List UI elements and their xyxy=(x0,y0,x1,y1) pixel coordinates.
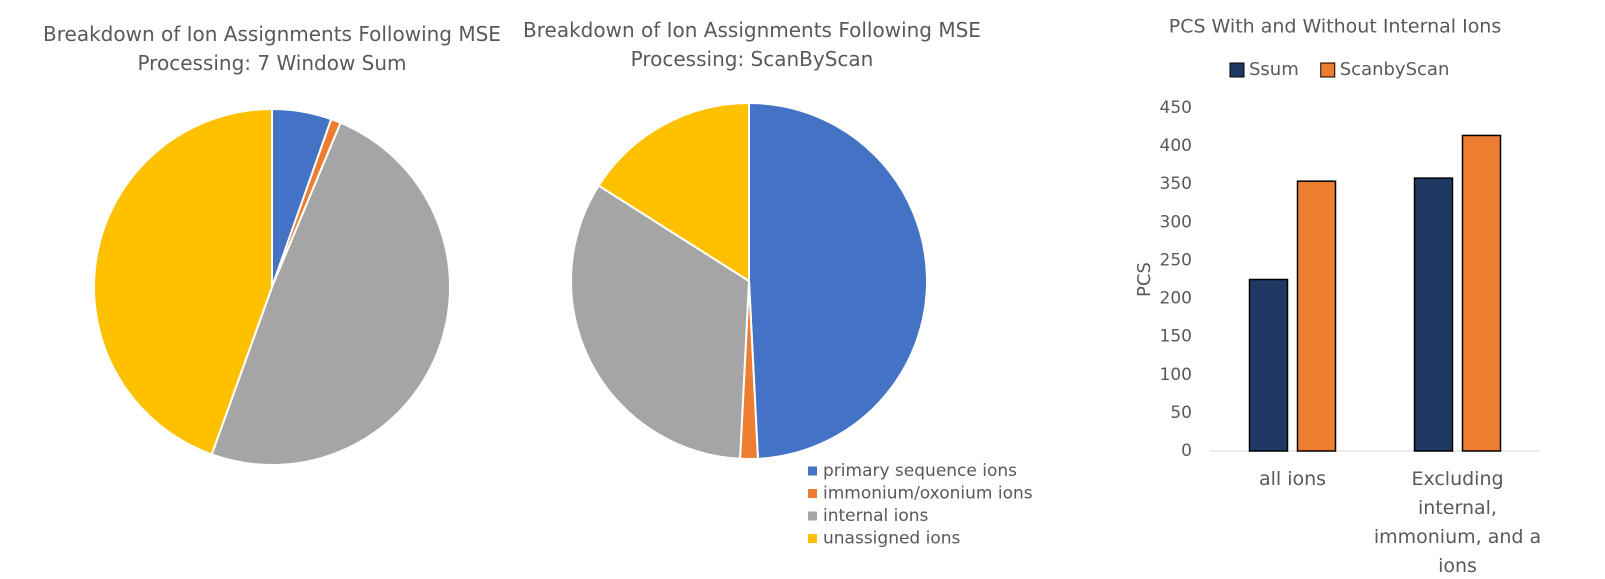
bar xyxy=(1413,177,1454,452)
chart-title: PCS With and Without Internal Ions xyxy=(1169,16,1502,38)
pie-slice xyxy=(597,101,750,283)
bar xyxy=(1296,180,1337,452)
x-tick-label-box: Excluding internal, immonium, and a ions xyxy=(1373,468,1542,577)
legend-label: immonium/oxonium ions xyxy=(823,484,1033,504)
pie-slice xyxy=(210,121,452,466)
chart-title: Breakdown of Ion Assignments Following M… xyxy=(43,22,501,75)
legend-swatch xyxy=(808,511,817,521)
legend-swatch xyxy=(808,534,817,543)
pie-slice xyxy=(93,107,273,456)
legend-label: Ssum xyxy=(1249,59,1299,80)
bar xyxy=(1461,134,1502,452)
y-tick-label: 0 xyxy=(1181,441,1192,461)
x-tick-label: Excluding internal, immonium, and a ions xyxy=(1373,468,1542,577)
chart-title-box: Breakdown of Ion Assignments Following M… xyxy=(43,22,501,75)
x-tick-label-box: all ions xyxy=(1258,468,1327,490)
chart-title-box: Breakdown of Ion Assignments Following M… xyxy=(523,18,981,71)
legend-label: primary sequence ions xyxy=(823,461,1017,481)
legend-swatch xyxy=(808,489,817,498)
chart-title: Breakdown of Ion Assignments Following M… xyxy=(523,18,981,71)
y-tick-label: 250 xyxy=(1160,250,1192,270)
legend-label: ScanbyScan xyxy=(1340,59,1450,80)
bar xyxy=(1248,278,1289,452)
y-tick-label: 150 xyxy=(1160,327,1192,347)
y-tick-label: 300 xyxy=(1160,212,1192,232)
y-tick-label: 50 xyxy=(1170,403,1192,423)
y-tick-label: 200 xyxy=(1160,289,1192,309)
y-tick-label: 100 xyxy=(1160,365,1192,385)
x-tick-label: all ions xyxy=(1258,468,1327,490)
legend-label: internal ions xyxy=(823,506,929,526)
y-tick-label: 400 xyxy=(1160,136,1192,156)
y-tick-label: 350 xyxy=(1160,174,1192,194)
legend-swatch xyxy=(1229,62,1245,78)
pie-slice xyxy=(748,101,928,460)
y-tick-label: 450 xyxy=(1160,98,1192,118)
legend-label: unassigned ions xyxy=(823,529,961,549)
y-axis-label: PCS xyxy=(1134,262,1155,297)
legend-swatch xyxy=(808,466,817,476)
legend-swatch xyxy=(1320,62,1336,78)
